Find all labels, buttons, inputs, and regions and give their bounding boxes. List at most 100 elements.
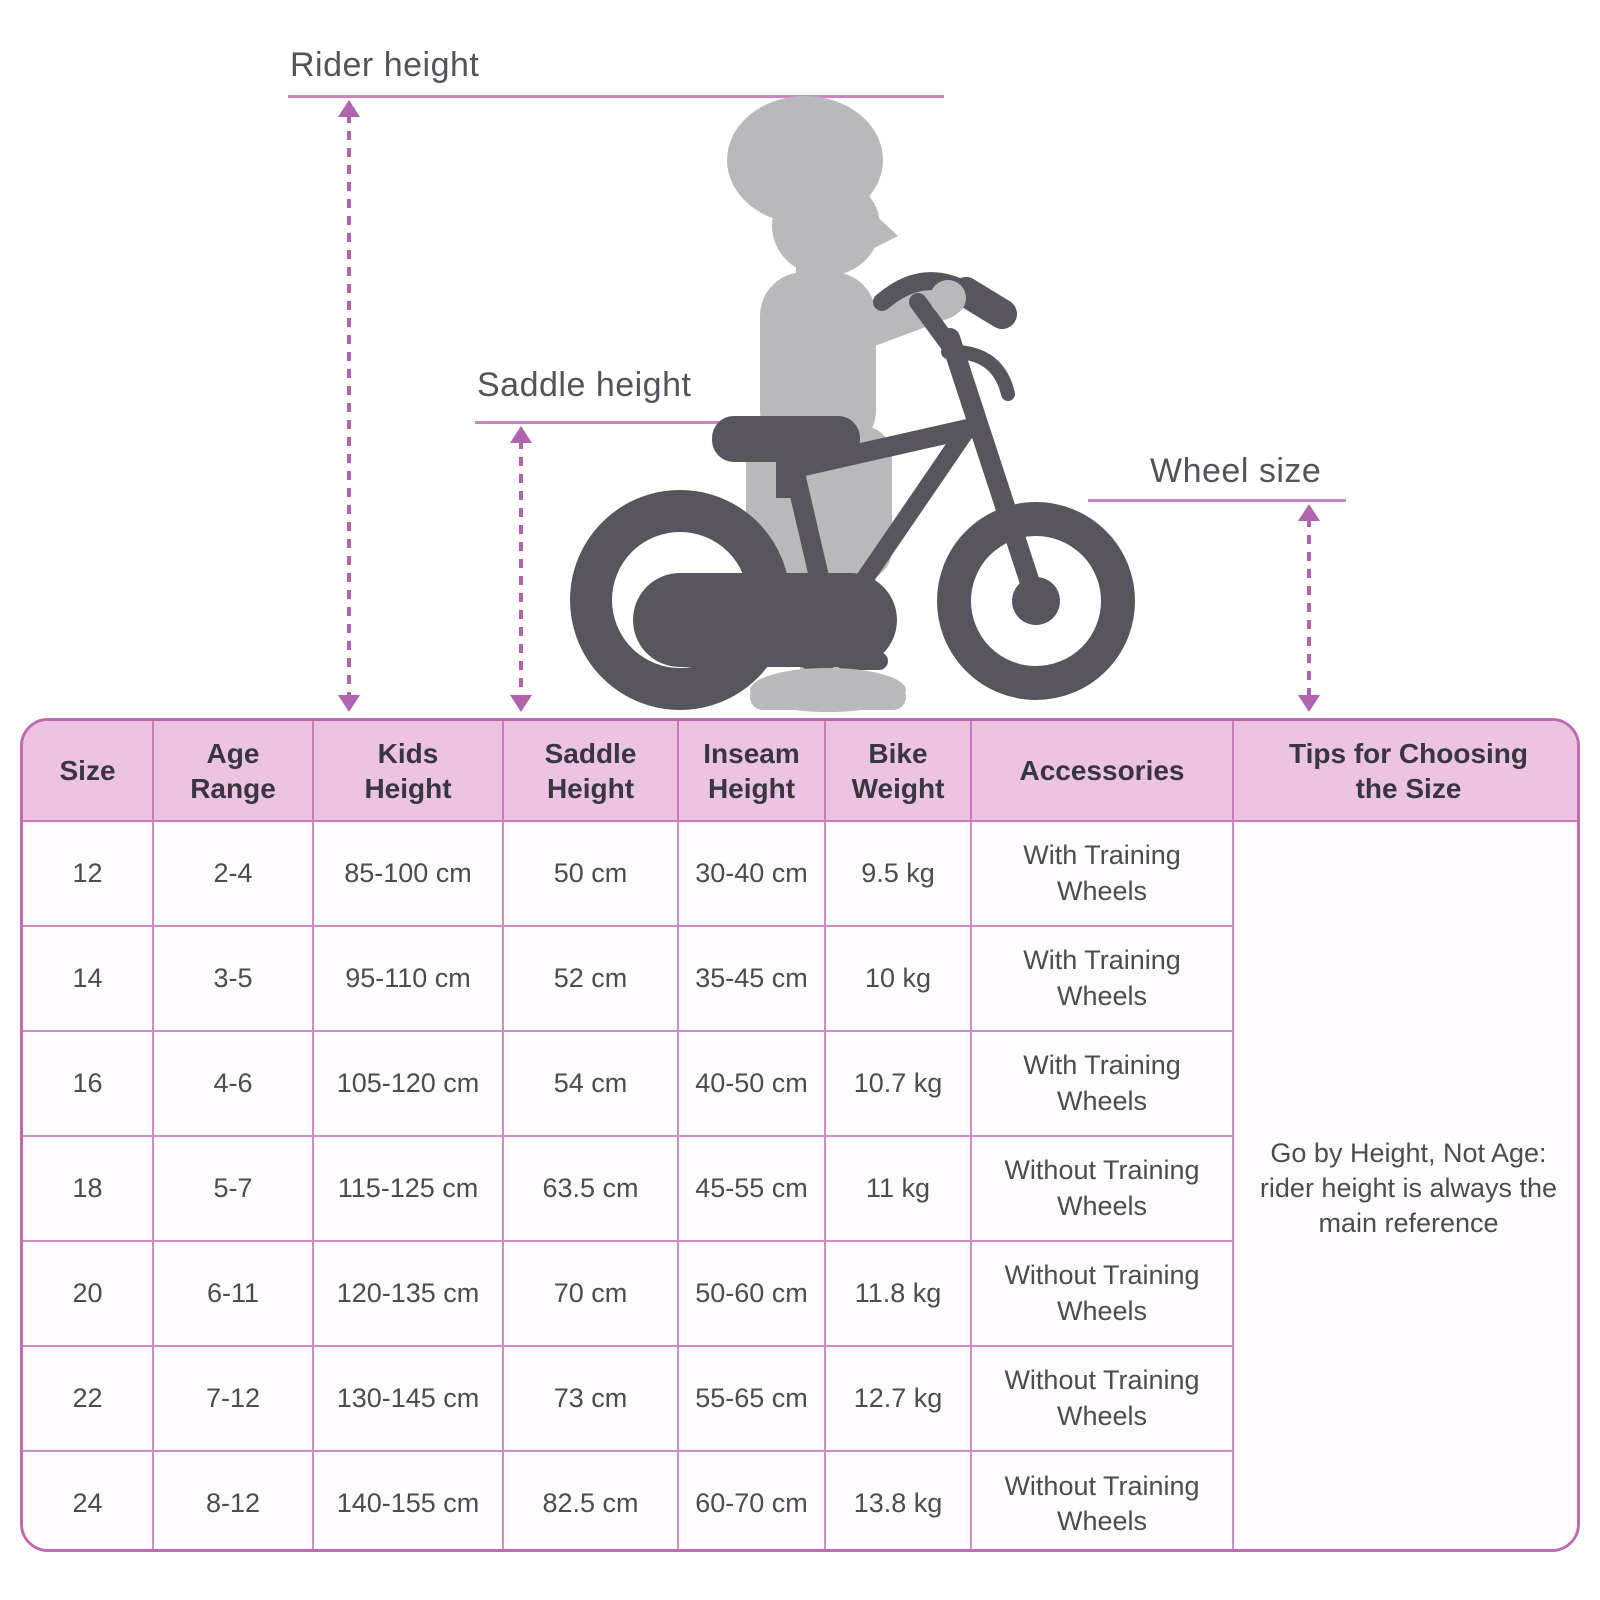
seat-post	[776, 456, 796, 498]
cell-saddle-height: 52 cm	[502, 925, 679, 1032]
cell-size: 14	[23, 925, 154, 1032]
column-header-inseam-height: Inseam Height	[677, 721, 826, 822]
child-shoe	[750, 668, 906, 712]
cell-bike-weight: 9.5 kg	[824, 820, 972, 927]
table-row: 20 6-11 120-135 cm 70 cm 50-60 cm 11.8 k…	[23, 1240, 1577, 1347]
cell-kids-height: 140-155 cm	[312, 1450, 504, 1549]
rider-height-arrow	[338, 100, 360, 712]
cell-inseam-height: 45-55 cm	[677, 1135, 826, 1242]
cell-bike-weight: 12.7 kg	[824, 1345, 972, 1452]
table-row: 16 4-6 105-120 cm 54 cm 40-50 cm 10.7 kg…	[23, 1030, 1577, 1137]
table-row: 24 8-12 140-155 cm 82.5 cm 60-70 cm 13.8…	[23, 1450, 1577, 1549]
column-header-bike-weight: Bike Weight	[824, 721, 972, 822]
cell-bike-weight: 11.8 kg	[824, 1240, 972, 1347]
handlebar	[873, 272, 977, 311]
column-header-age-range: Age Range	[152, 721, 314, 822]
cell-kids-height: 95-110 cm	[312, 925, 504, 1032]
bike-silhouette	[570, 272, 1135, 710]
child-face	[862, 206, 898, 254]
handlebar-lower	[941, 344, 1015, 401]
cell-accessories: Without Training Wheels	[970, 1240, 1233, 1347]
pedal	[836, 652, 888, 670]
front-wheel	[937, 502, 1135, 700]
rider-height-label: Rider height	[290, 46, 480, 84]
cell-bike-weight: 10 kg	[824, 925, 972, 1032]
helmet-icon	[727, 96, 883, 224]
cell-size: 16	[23, 1030, 154, 1137]
cell-inseam-height: 55-65 cm	[677, 1345, 826, 1452]
child-silhouette	[727, 96, 963, 690]
table-row: 22 7-12 130-145 cm 73 cm 55-65 cm 12.7 k…	[23, 1345, 1577, 1452]
cell-size: 12	[23, 820, 154, 927]
handlebar-grip	[951, 277, 1017, 329]
cell-bike-weight: 13.8 kg	[824, 1450, 972, 1549]
cell-size: 18	[23, 1135, 154, 1242]
fork	[940, 328, 1046, 611]
child-head	[772, 176, 880, 276]
top-tube	[785, 418, 982, 478]
down-tube	[829, 423, 974, 627]
cell-age-range: 7-12	[152, 1345, 314, 1452]
table-row: 14 3-5 95-110 cm 52 cm 35-45 cm 10 kg Wi…	[23, 925, 1577, 1032]
cell-bike-weight: 10.7 kg	[824, 1030, 972, 1137]
child-arm	[839, 281, 963, 351]
saddle-height-arrow	[510, 426, 532, 712]
cell-saddle-height: 54 cm	[502, 1030, 679, 1137]
cell-saddle-height: 50 cm	[502, 820, 679, 927]
cell-saddle-height: 70 cm	[502, 1240, 679, 1347]
cell-size: 20	[23, 1240, 154, 1347]
child-leg	[800, 560, 858, 690]
size-chart-table: Size Age Range Kids Height Saddle Height…	[20, 718, 1580, 1552]
rider-height-line	[288, 95, 944, 98]
child-torso	[760, 272, 876, 454]
cell-tips: Go by Height, Not Age: rider height is a…	[1232, 820, 1577, 1549]
column-header-accessories: Accessories	[970, 721, 1234, 822]
column-header-tips: Tips for Choosing the Size	[1232, 721, 1577, 822]
cell-age-range: 6-11	[152, 1240, 314, 1347]
child-foreground	[750, 280, 966, 712]
header-row: Size Age Range Kids Height Saddle Height…	[23, 721, 1577, 822]
cell-inseam-height: 60-70 cm	[677, 1450, 826, 1549]
front-hub	[1012, 577, 1060, 625]
rear-wheel	[570, 490, 790, 710]
cell-inseam-height: 35-45 cm	[677, 925, 826, 1032]
cell-kids-height: 115-125 cm	[312, 1135, 504, 1242]
table-row: 12 2-4 85-100 cm 50 cm 30-40 cm 9.5 kg W…	[23, 820, 1577, 1549]
child-hand	[930, 280, 966, 316]
chain-stay	[675, 593, 837, 631]
cell-age-range: 3-5	[152, 925, 314, 1032]
child-shorts	[746, 426, 892, 580]
cell-inseam-height: 40-50 cm	[677, 1030, 826, 1137]
cell-accessories: With Training Wheels	[970, 820, 1234, 927]
saddle-height-line	[475, 421, 759, 424]
arrow-up-icon	[338, 100, 360, 117]
arrow-up-icon	[1298, 504, 1320, 521]
cell-kids-height: 120-135 cm	[312, 1240, 504, 1347]
arrow-down-icon	[1298, 695, 1320, 712]
arrow-up-icon	[510, 426, 532, 443]
cell-kids-height: 130-145 cm	[312, 1345, 504, 1452]
cell-kids-height: 105-120 cm	[312, 1030, 504, 1137]
cell-bike-weight: 11 kg	[824, 1135, 972, 1242]
table-row: 18 5-7 115-125 cm 63.5 cm 45-55 cm 11 kg…	[23, 1135, 1577, 1242]
cell-age-range: 5-7	[152, 1135, 314, 1242]
cell-accessories: Without Training Wheels	[970, 1135, 1233, 1242]
wheel-size-label: Wheel size	[1150, 452, 1322, 490]
child-neck	[796, 250, 844, 292]
cell-size: 22	[23, 1345, 154, 1452]
column-header-saddle-height: Saddle Height	[502, 721, 679, 822]
wheel-size-arrow	[1298, 504, 1320, 712]
arrow-down-icon	[510, 695, 532, 712]
chain-guard	[633, 573, 897, 667]
cell-saddle-height: 63.5 cm	[502, 1135, 679, 1242]
cell-inseam-height: 30-40 cm	[677, 820, 826, 927]
cell-kids-height: 85-100 cm	[312, 820, 504, 927]
cell-saddle-height: 82.5 cm	[502, 1450, 679, 1549]
cell-accessories: Without Training Wheels	[970, 1345, 1233, 1452]
column-header-kids-height: Kids Height	[312, 721, 504, 822]
cell-age-range: 2-4	[152, 820, 314, 927]
seat-tube	[780, 442, 840, 634]
wheel-size-line	[1088, 499, 1346, 502]
stem	[909, 293, 965, 363]
